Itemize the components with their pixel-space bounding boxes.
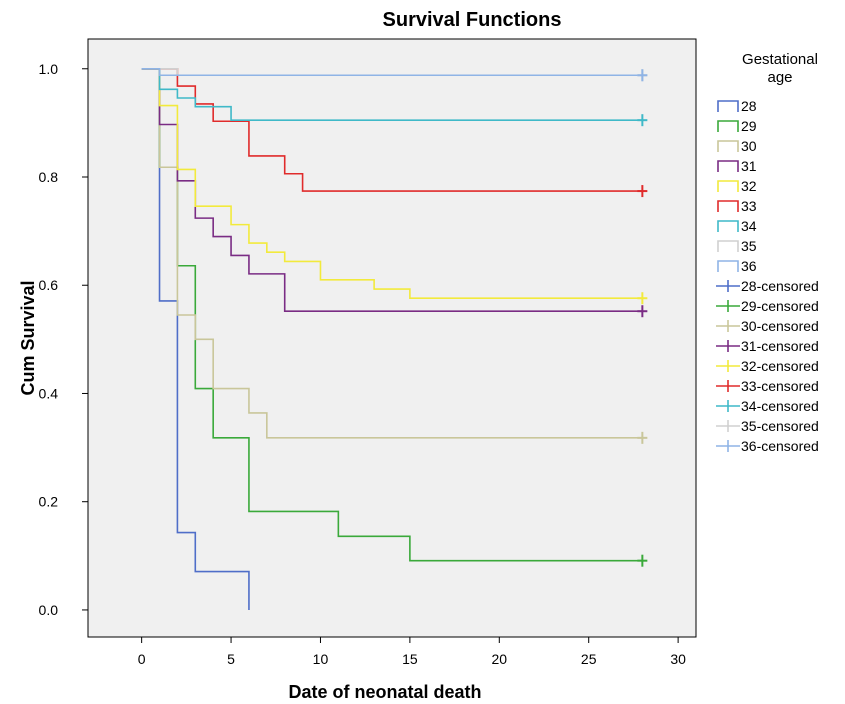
legend-entry: 28 [717,98,757,114]
legend-entry: 33 [717,198,757,214]
legend-entry: 34 [717,218,757,234]
legend-entry: 30-censored [716,318,819,334]
legend-title-line-2: age [767,69,792,86]
legend-label: 33-censored [741,378,819,394]
series-layer [141,67,643,610]
legend-entry: 35 [717,238,757,254]
legend-label: 28 [741,98,757,114]
x-axis-title: Date of neonatal death [288,682,481,702]
legend-entry: 33-censored [716,378,819,394]
legend-label: 30-censored [741,318,819,334]
legend-label: 32-censored [741,358,819,374]
survival-line-31 [141,67,643,313]
x-axis: 0 5 10 15 20 25 30 [138,637,686,667]
legend-censor-swatch [716,360,740,372]
legend-line-swatch [717,240,739,252]
survival-line-30 [141,67,643,439]
legend-label: 31 [741,158,757,174]
legend-line-swatch [717,100,739,112]
legend-entry: 35-censored [716,418,819,434]
legend-label: 35-censored [741,418,819,434]
legend-censor-swatch [716,400,740,412]
censor-marker-33 [637,185,648,198]
legend-label: 31-censored [741,338,819,354]
y-tick-label: 0.4 [39,385,59,401]
legend-entries: 28 29 30 31 32 33 34 35 36 28-censored 29-censored… [716,98,819,454]
x-tick-label: 10 [313,651,329,667]
legend-label: 34 [741,218,757,234]
y-axis: 0.0 0.2 0.4 0.6 0.8 1.0 [39,61,88,618]
legend-line-swatch [717,200,739,212]
plot-area [87,38,697,638]
y-tick-label: 1.0 [39,61,59,77]
x-tick-label: 25 [581,651,597,667]
legend-line-swatch [717,140,739,152]
x-tick-label: 20 [492,651,508,667]
legend-entry: 36 [717,258,757,274]
legend-entry: 28-censored [716,278,819,294]
legend-entry: 30 [717,138,757,154]
survival-line-33 [141,67,643,192]
legend-line-swatch [717,220,739,232]
legend-label: 36-censored [741,438,819,454]
legend-label: 33 [741,198,757,214]
legend-entry: 31-censored [716,338,819,354]
y-axis-title: Cum Survival [18,280,38,395]
legend-title-line-1: Gestational [742,51,818,68]
legend-line-swatch [717,160,739,172]
legend-label: 29-censored [741,298,819,314]
censor-marker-31 [637,305,648,318]
y-tick-label: 0.6 [39,277,59,293]
x-tick-label: 5 [227,651,235,667]
x-tick-label: 30 [670,651,686,667]
legend-entry: 36-censored [716,438,819,454]
legend-label: 36 [741,258,757,274]
legend-entry: 32-censored [716,358,819,374]
legend-entry: 32 [717,178,757,194]
chart-title: Survival Functions [383,9,562,31]
survival-line-34 [141,67,643,121]
legend: Gestational age 28 29 30 31 32 33 34 35 36 28-cen… [716,51,819,454]
legend-label: 35 [741,238,757,254]
survival-line-32 [141,67,643,300]
legend-entry: 29-censored [716,298,819,314]
y-tick-label: 0.2 [39,494,59,510]
legend-label: 28-censored [741,278,819,294]
legend-censor-swatch [716,320,740,332]
legend-label: 32 [741,178,757,194]
censor-marker-34 [637,114,648,127]
legend-entry: 31 [717,158,757,174]
censor-marker-30 [637,431,648,444]
legend-censor-swatch [716,380,740,392]
legend-label: 30 [741,138,757,154]
legend-censor-swatch [716,300,740,312]
y-tick-label: 0.8 [39,169,59,185]
legend-line-swatch [717,260,739,272]
y-tick-label: 0.0 [39,602,59,618]
legend-censor-swatch [716,340,740,352]
legend-censor-swatch [716,420,740,432]
legend-entry: 29 [717,118,757,134]
legend-label: 29 [741,118,757,134]
censor-marker-32 [637,292,648,305]
legend-line-swatch [717,120,739,132]
legend-entry: 34-censored [716,398,819,414]
legend-censor-swatch [716,440,740,452]
censor-marker-36 [637,69,648,82]
legend-line-swatch [717,180,739,192]
legend-censor-swatch [716,280,740,292]
censor-markers [637,69,648,567]
legend-label: 34-censored [741,398,819,414]
x-tick-label: 15 [402,651,418,667]
x-tick-label: 0 [138,651,146,667]
censor-marker-29 [637,554,648,567]
survival-line-36 [141,67,643,77]
